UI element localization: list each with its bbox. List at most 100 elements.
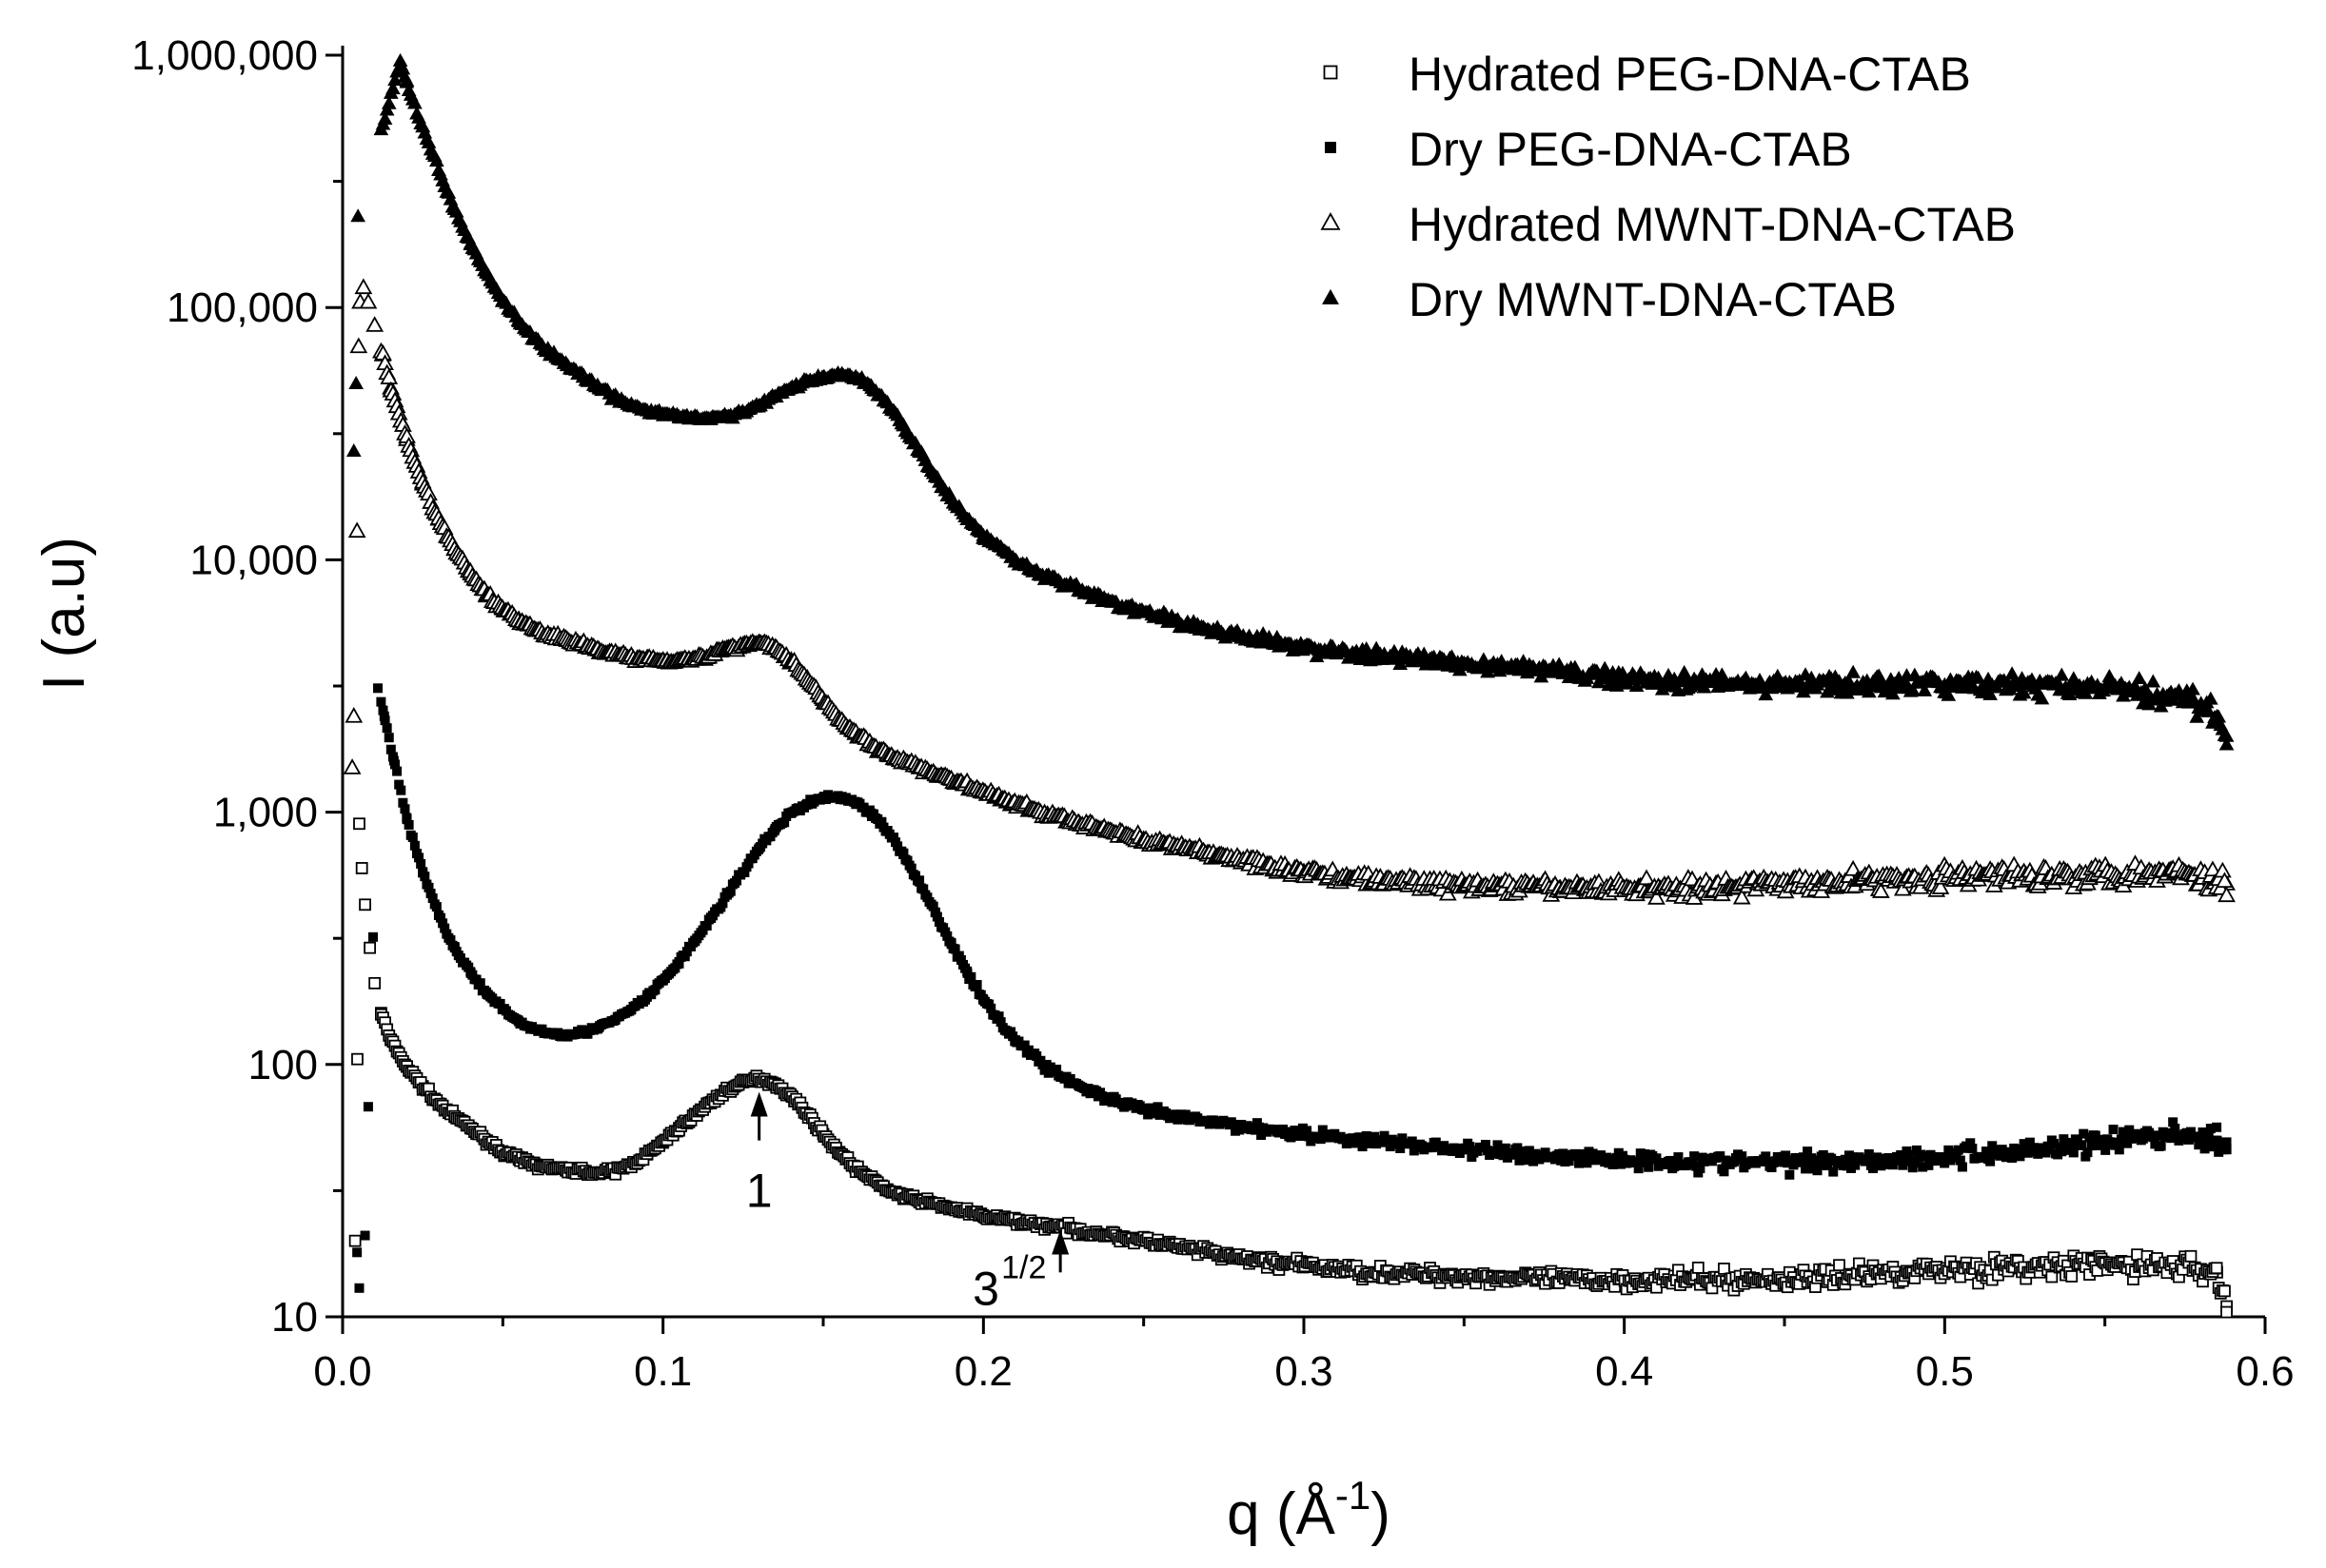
data-point xyxy=(381,95,397,109)
data-point xyxy=(743,858,754,869)
arrow-head xyxy=(750,1091,768,1117)
data-point xyxy=(2090,1130,2100,1141)
series-hydrated-mwnt-dna-ctab xyxy=(343,278,2236,905)
data-point xyxy=(354,1283,365,1293)
data-point xyxy=(2221,1137,2232,1147)
data-point xyxy=(962,966,973,976)
data-point xyxy=(2079,1128,2089,1139)
data-point xyxy=(1781,1150,1791,1161)
data-point xyxy=(2210,1135,2220,1146)
legend-marker xyxy=(1322,288,1339,304)
data-point xyxy=(385,744,396,755)
data-point xyxy=(392,766,403,776)
data-point xyxy=(1427,1143,1437,1153)
data-point xyxy=(1842,674,1857,688)
data-point xyxy=(1953,1145,1963,1155)
legend-item: Hydrated PEG-DNA-CTAB xyxy=(1323,48,1971,101)
data-point xyxy=(1761,1151,1771,1162)
data-point xyxy=(409,840,420,851)
data-point xyxy=(1256,1130,1267,1141)
data-point xyxy=(431,902,442,912)
data-point xyxy=(888,833,898,843)
data-point xyxy=(440,923,450,933)
data-point xyxy=(354,278,373,295)
y-tick-label: 1,000 xyxy=(213,790,318,836)
legend-marker xyxy=(1320,212,1341,230)
data-point xyxy=(1981,1147,1991,1157)
data-point xyxy=(2138,680,2153,695)
data-point xyxy=(2194,1140,2204,1150)
data-point xyxy=(445,935,456,946)
data-point xyxy=(416,858,426,869)
data-point xyxy=(2152,1130,2162,1141)
data-point xyxy=(1642,1156,1652,1166)
legend: Hydrated PEG-DNA-CTAB Dry PEG-DNA-CTAB Hyd… xyxy=(1320,48,2016,326)
data-point xyxy=(421,134,437,148)
legend-item: Hydrated MWNT-DNA-CTAB xyxy=(1320,198,2016,251)
data-point xyxy=(956,954,966,965)
data-point xyxy=(995,1017,1006,1028)
data-point xyxy=(1379,1130,1390,1141)
data-point xyxy=(1180,1109,1191,1120)
data-point xyxy=(1900,1156,1910,1166)
data-point xyxy=(942,931,953,941)
data-point xyxy=(1788,1160,1799,1170)
data-point xyxy=(2066,1139,2077,1149)
data-point xyxy=(377,111,393,125)
data-point xyxy=(394,779,404,790)
data-point xyxy=(779,817,790,828)
data-point xyxy=(1810,1155,1821,1166)
data-point xyxy=(438,918,448,929)
data-point xyxy=(2068,1147,2079,1158)
data-point xyxy=(407,95,423,109)
data-point xyxy=(1982,686,1998,700)
data-point xyxy=(2100,1145,2111,1155)
data-point xyxy=(2024,1137,2035,1147)
data-point xyxy=(2118,1127,2128,1137)
data-point xyxy=(402,814,412,825)
data-point xyxy=(380,715,390,726)
data-point xyxy=(2201,1134,2212,1145)
data-point xyxy=(2145,674,2161,688)
data-point xyxy=(1812,1166,1823,1176)
series-hydrated-peg-dna-ctab xyxy=(348,817,2234,1319)
data-point xyxy=(918,884,929,894)
data-point xyxy=(1850,1160,1861,1170)
legend-marker xyxy=(1323,65,1338,80)
data-point xyxy=(475,978,485,989)
data-point xyxy=(1845,664,1861,678)
data-point xyxy=(355,862,368,874)
data-point xyxy=(1397,1133,1408,1144)
data-point xyxy=(351,1052,364,1066)
data-point xyxy=(1637,869,1656,886)
data-point xyxy=(1317,1125,1328,1135)
data-point xyxy=(378,705,388,715)
data-point xyxy=(1019,1040,1030,1050)
data-point xyxy=(1871,882,1890,898)
data-point xyxy=(1719,1166,1729,1177)
peak-label-superscript: 1/2 xyxy=(1001,1249,1046,1285)
data-point xyxy=(1528,1156,1539,1166)
plot-area xyxy=(343,52,2236,1319)
data-point xyxy=(650,985,660,995)
data-point xyxy=(1907,1163,1918,1173)
data-point xyxy=(2185,681,2200,696)
data-point xyxy=(2034,691,2050,705)
data-point xyxy=(2216,872,2234,889)
data-point xyxy=(2078,685,2094,699)
data-point xyxy=(1776,1157,1786,1167)
data-point xyxy=(1695,1164,1705,1174)
data-point xyxy=(365,316,384,332)
data-point xyxy=(2086,1141,2097,1151)
data-point xyxy=(1578,1148,1588,1159)
data-point xyxy=(367,931,378,942)
data-point xyxy=(1957,1162,1967,1172)
data-point xyxy=(359,292,378,309)
data-point xyxy=(1647,888,1666,905)
data-point xyxy=(1357,1142,1368,1152)
data-point xyxy=(893,841,903,852)
data-point xyxy=(395,61,411,75)
data-point xyxy=(934,916,944,927)
data-point xyxy=(2217,727,2233,741)
legend-item: Dry MWNT-DNA-CTAB xyxy=(1322,273,1897,326)
